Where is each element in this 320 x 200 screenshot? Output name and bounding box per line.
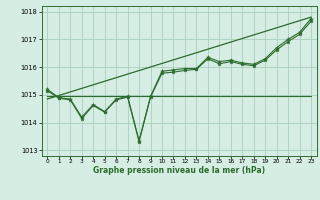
X-axis label: Graphe pression niveau de la mer (hPa): Graphe pression niveau de la mer (hPa) (93, 166, 265, 175)
